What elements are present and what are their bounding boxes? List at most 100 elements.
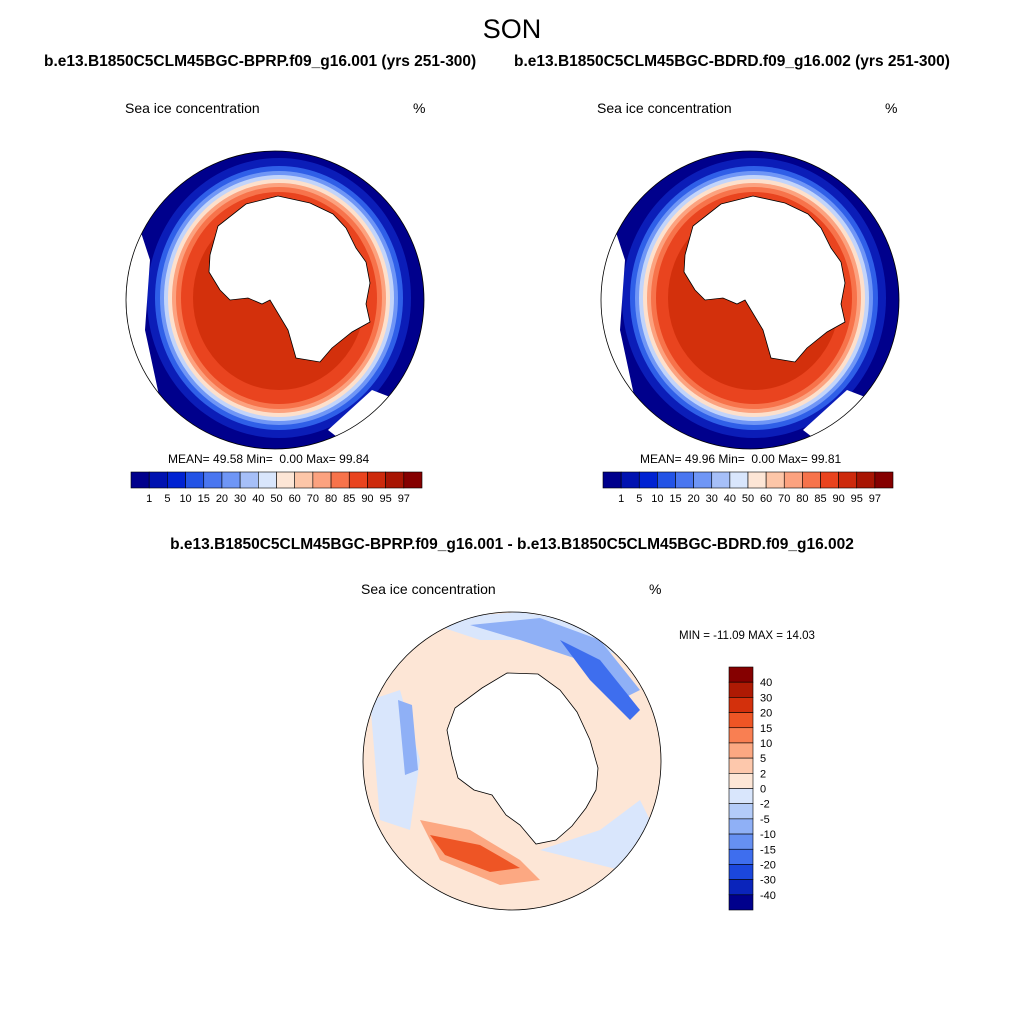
left-colorbar-tick-label: 97 (398, 493, 410, 505)
right-stats: MEAN= 49.96 Min= 0.00 Max= 99.81 (640, 452, 841, 466)
left-colorbar-swatch (276, 471, 295, 489)
left-colorbar-swatch (258, 471, 277, 489)
difference-colorbar-swatch (728, 818, 754, 835)
right-min-label: Min= (718, 452, 745, 466)
left-colorbar-tick-label: 85 (343, 493, 355, 505)
right-units-label: % (885, 100, 898, 116)
difference-colorbar-tick-label: 30 (760, 692, 772, 704)
difference-colorbar-tick-label: -40 (760, 890, 776, 902)
right-max-value: 99.81 (811, 452, 842, 466)
difference-colorbar-swatch (728, 742, 754, 759)
right-colorbar-swatch (765, 471, 785, 489)
left-colorbar-tick-label: 95 (380, 493, 392, 505)
left-min-label: Min= (246, 452, 273, 466)
difference-title: b.e13.B1850C5CLM45BGC-BPRP.f09_g16.001 -… (170, 536, 854, 553)
right-colorbar-tick-label: 20 (688, 493, 700, 505)
right-colorbar-swatch (657, 471, 676, 489)
right-colorbar-swatch (747, 471, 767, 489)
difference-colorbar-tick-label: -30 (760, 875, 776, 887)
left-colorbar-swatch (367, 471, 386, 489)
right-colorbar-tick-label: 97 (869, 493, 881, 505)
right-colorbar-swatch (675, 471, 694, 489)
difference-colorbar-tick-label: -20 (760, 859, 776, 871)
right-colorbar-tick-label: 30 (706, 493, 718, 505)
right-colorbar-swatch (729, 471, 749, 489)
left-colorbar-tick-label: 40 (252, 493, 264, 505)
left-colorbar-tick-label: 70 (307, 493, 319, 505)
left-mean-label: MEAN= (168, 452, 210, 466)
right-colorbar-tick-label: 5 (636, 493, 642, 505)
right-colorbar-tick-label: 85 (814, 493, 826, 505)
right-colorbar-tick-label: 90 (833, 493, 845, 505)
right-colorbar-tick-label: 70 (778, 493, 790, 505)
right-variable-label: Sea ice concentration (597, 100, 732, 116)
right-colorbar-tick-label: 50 (742, 493, 754, 505)
right-colorbar-tick-label: 1 (618, 493, 624, 505)
right-min-value: 0.00 (751, 452, 775, 466)
left-mean-value: 49.58 (213, 452, 244, 466)
left-colorbar-tick-label: 50 (270, 493, 282, 505)
right-colorbar-swatch (783, 471, 803, 489)
left-map (125, 150, 425, 450)
difference-colorbar-swatch (728, 864, 754, 880)
difference-colorbar-tick-label: 2 (760, 768, 766, 780)
left-variable-label: Sea ice concentration (125, 100, 260, 116)
difference-colorbar-swatch (728, 757, 754, 774)
right-colorbar-swatch (856, 471, 876, 489)
left-colorbar-swatch (330, 471, 350, 489)
difference-colorbar-tick-label: -10 (760, 829, 776, 841)
right-colorbar-swatch (638, 471, 658, 489)
difference-colorbar-swatch (728, 773, 754, 789)
difference-colorbar-tick-label: 5 (760, 753, 766, 765)
left-max-label: Max= (306, 452, 336, 466)
difference-colorbar-tick-label: 0 (760, 784, 766, 796)
left-colorbar-tick-label: 60 (289, 493, 301, 505)
right-colorbar-swatch (838, 471, 858, 489)
difference-colorbar-tick-label: 15 (760, 723, 772, 735)
right-colorbar-swatch (602, 471, 622, 489)
left-colorbar-swatch (148, 471, 168, 489)
difference-colorbar-swatch (728, 803, 754, 820)
left-colorbar-tick-label: 1 (146, 493, 152, 505)
difference-colorbar-tick-label: -15 (760, 844, 776, 856)
left-colorbar-tick-label: 90 (361, 493, 373, 505)
difference-colorbar-swatch (728, 879, 754, 896)
difference-colorbar-tick-label: 10 (760, 738, 772, 750)
left-colorbar-tick-label: 5 (164, 493, 170, 505)
right-colorbar-tick-label: 60 (760, 493, 772, 505)
right-colorbar-swatch (802, 471, 821, 489)
right-colorbar-swatch (874, 471, 894, 489)
difference-minmax: MIN = -11.09 MAX = 14.03 (679, 630, 815, 642)
right-max-label: Max= (778, 452, 808, 466)
left-units-label: % (413, 100, 426, 116)
right-colorbar-tick-label: 10 (651, 493, 663, 505)
left-colorbar-tick-label: 80 (325, 493, 337, 505)
right-colorbar-swatch (711, 471, 731, 489)
left-colorbar-swatch (167, 471, 186, 489)
left-colorbar-tick-label: 15 (198, 493, 210, 505)
left-min-value: 0.00 (279, 452, 303, 466)
difference-colorbar-tick-label: 40 (760, 677, 772, 689)
left-stats: MEAN= 49.58 Min= 0.00 Max= 99.84 (168, 452, 369, 466)
left-colorbar-swatch (239, 471, 259, 489)
right-colorbar-swatch (820, 471, 839, 489)
difference-colorbar-tick-label: -2 (760, 799, 770, 811)
left-colorbar-tick-label: 30 (234, 493, 246, 505)
difference-colorbar-tick-label: -5 (760, 814, 770, 826)
difference-colorbar-swatch (728, 788, 754, 804)
left-panel-title: b.e13.B1850C5CLM45BGC-BPRP.f09_g16.001 (… (44, 53, 477, 70)
difference-colorbar-swatch (728, 894, 754, 911)
difference-colorbar-swatch (728, 848, 754, 865)
difference-colorbar-swatch (728, 727, 754, 744)
right-colorbar-tick-label: 40 (724, 493, 736, 505)
left-colorbar-tick-label: 20 (216, 493, 228, 505)
right-colorbar: 1 5 10 15 20 30 40 50 60 70 80 85 90 95 97 (602, 471, 894, 505)
difference-colorbar-swatch (728, 697, 754, 713)
right-map (600, 150, 900, 450)
difference-map (362, 611, 662, 911)
left-colorbar-swatch (130, 471, 150, 489)
right-colorbar-tick-label: 15 (669, 493, 681, 505)
right-colorbar-tick-label: 95 (851, 493, 863, 505)
